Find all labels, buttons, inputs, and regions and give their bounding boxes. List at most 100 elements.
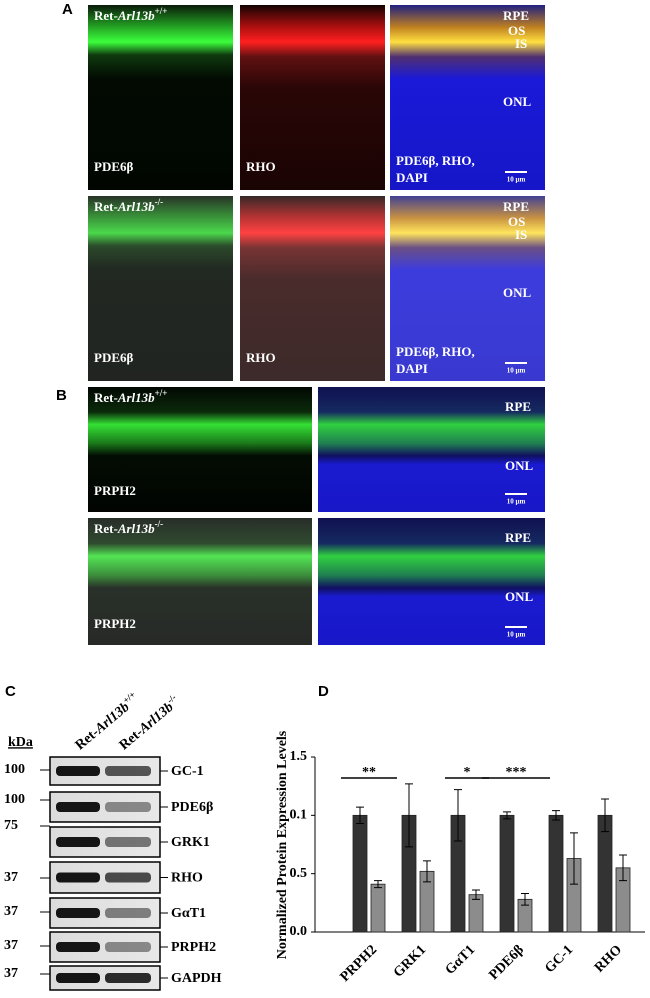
error-bar	[503, 811, 511, 820]
marker-label: 100	[4, 792, 25, 807]
x-tick-label: RHO	[592, 942, 625, 975]
blot-band	[105, 837, 151, 847]
genotype-label: Ret-Arl13b-/-	[94, 519, 163, 536]
genotype-label: Ret-Arl13b-/-	[94, 197, 163, 214]
genotype-allele: -/-	[155, 519, 164, 529]
layer-label: IS	[515, 36, 527, 51]
protein-label: GAPDH	[171, 971, 222, 986]
blot-band	[56, 837, 100, 847]
blot-band	[56, 942, 100, 952]
protein-label: GαT1	[171, 906, 206, 921]
genotype-allele: +/+	[155, 388, 168, 398]
marker-label: 37	[4, 904, 18, 919]
marker-label: 37	[4, 966, 18, 981]
error-bar	[552, 810, 560, 821]
micrograph	[240, 196, 385, 381]
error-bar	[601, 798, 609, 833]
genotype-prefix: Ret-	[94, 8, 118, 23]
scale-label: 10 µm	[507, 498, 526, 506]
blot-band	[105, 973, 151, 983]
marker-label: 37	[4, 870, 18, 885]
bar	[548, 814, 564, 933]
layer-label: OS	[508, 214, 525, 229]
error-bar	[423, 860, 431, 883]
error-bar	[374, 880, 382, 889]
micrograph	[240, 5, 385, 190]
blot-band	[56, 802, 100, 812]
layer-label: RPE	[505, 530, 531, 545]
error-bar	[454, 789, 462, 842]
significance-label: *	[464, 765, 471, 780]
significance-label: **	[362, 765, 376, 780]
panel-letter: A	[62, 1, 73, 18]
bar	[370, 883, 386, 933]
blot-band	[56, 872, 100, 883]
channel-label: RHO	[246, 159, 276, 174]
merge-label: DAPI	[396, 361, 428, 376]
micrograph	[88, 5, 233, 190]
layer-label: IS	[515, 227, 527, 242]
genotype-gene: Arl13b	[117, 199, 155, 214]
blot-band	[56, 973, 100, 983]
panel-letter: C	[5, 683, 16, 700]
layer-label: ONL	[505, 589, 534, 604]
micrograph	[318, 387, 545, 512]
channel-label: PDE6β	[94, 159, 134, 174]
micrograph	[88, 518, 312, 645]
genotype-label: Ret-Arl13b+/+	[94, 6, 167, 23]
genotype-gene: Arl13b	[117, 390, 155, 405]
bar	[468, 894, 484, 933]
x-tick-label: GRK1	[391, 942, 429, 980]
micrograph	[88, 196, 233, 381]
genotype-gene: Arl13b	[117, 8, 155, 23]
kda-label: kDa	[8, 735, 33, 750]
layer-label: ONL	[503, 285, 532, 300]
genotype-allele: +/+	[155, 6, 168, 16]
marker-label: 100	[4, 762, 25, 777]
bar	[597, 814, 613, 933]
marker-label: 37	[4, 938, 18, 953]
genotype-gene: Arl13b	[117, 521, 155, 536]
micrograph	[88, 387, 312, 512]
channel-label: PDE6β	[94, 350, 134, 365]
micrograph-shade	[88, 196, 233, 381]
error-bar	[472, 889, 480, 900]
genotype-prefix: Ret-	[94, 390, 118, 405]
error-bar	[405, 783, 413, 848]
merge-label: PDE6β, RHO,	[396, 153, 475, 168]
channel-label: PRPH2	[94, 483, 136, 498]
x-tick-label: GC-1	[542, 942, 576, 976]
y-tick-label: 0.5	[290, 866, 308, 881]
bar	[352, 814, 368, 933]
channel-label: PRPH2	[94, 616, 136, 631]
significance-label: ***	[506, 765, 527, 780]
merge-label: PDE6β, RHO,	[396, 344, 475, 359]
micrograph	[390, 196, 545, 381]
error-bar	[356, 806, 364, 824]
genotype-label: Ret-Arl13b+/+	[94, 388, 167, 405]
layer-label: RPE	[505, 399, 531, 414]
channel-label: RHO	[246, 350, 276, 365]
blot-band	[105, 942, 151, 952]
micrograph	[318, 518, 545, 645]
x-tick-label: PRPH2	[338, 942, 381, 985]
protein-label: PRPH2	[171, 940, 216, 955]
panel-letter: B	[56, 387, 67, 404]
panel-letter: D	[318, 683, 329, 700]
layer-label: RPE	[503, 199, 529, 214]
scale-label: 10 µm	[507, 367, 526, 375]
genotype-prefix: Ret-	[94, 521, 118, 536]
protein-label: RHO	[171, 871, 203, 886]
micrograph	[390, 5, 545, 190]
layer-label: OS	[508, 23, 525, 38]
marker-label: 75	[4, 818, 18, 833]
scale-label: 10 µm	[507, 631, 526, 639]
genotype-prefix: Ret-	[94, 199, 118, 214]
blot-band	[105, 802, 151, 812]
error-bar	[521, 893, 529, 906]
layer-label: RPE	[503, 8, 529, 23]
protein-label: GC-1	[171, 764, 204, 779]
y-tick-label: 0.0	[290, 924, 308, 939]
error-bar	[619, 854, 627, 882]
